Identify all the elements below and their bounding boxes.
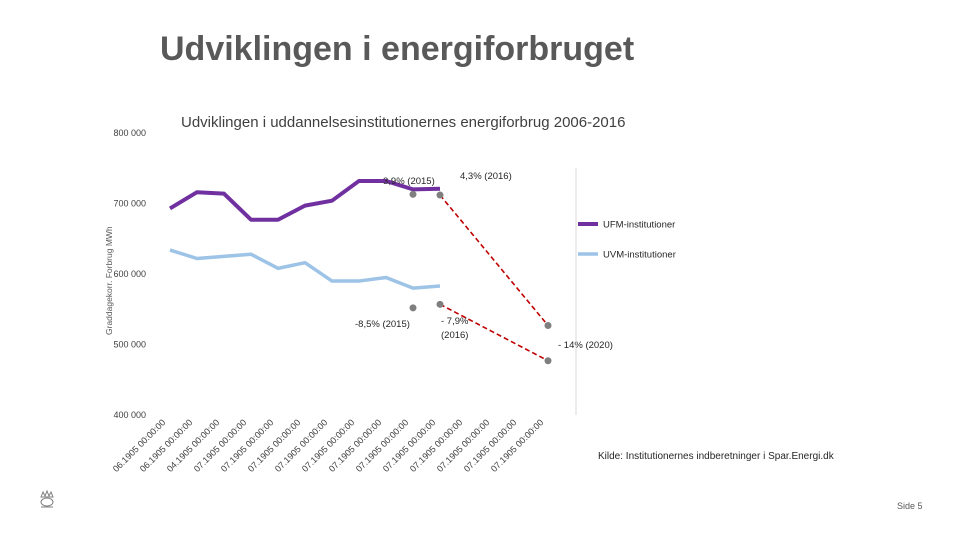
y-tick-label: 600 000 bbox=[113, 269, 146, 279]
annotation-ufm-2016: 4,3% (2016) bbox=[460, 171, 512, 182]
target-point bbox=[544, 321, 552, 329]
legend-label-uvm: UVM-institutioner bbox=[603, 250, 676, 261]
y-tick-label: 700 000 bbox=[113, 199, 146, 209]
crown-icon bbox=[40, 489, 54, 508]
page-number: Side 5 bbox=[897, 501, 923, 511]
chart-title: Udviklingen i uddannelsesinstitutionerne… bbox=[181, 114, 625, 131]
annotation-uvm-2016-year: (2016) bbox=[441, 330, 468, 341]
target-point bbox=[436, 191, 444, 199]
y-tick-label: 800 000 bbox=[113, 128, 146, 138]
y-axis-label: Graddagekorr. Forbrug MWh bbox=[104, 226, 114, 335]
series-line-uvm bbox=[169, 248, 441, 290]
x-tick-label: 07.1905 00:00:00 bbox=[489, 417, 546, 474]
target-point bbox=[436, 300, 444, 308]
annotation-uvm-2015: -8,5% (2015) bbox=[355, 319, 410, 330]
slide-title: Udviklingen i energiforbruget bbox=[160, 30, 635, 68]
annotation-2020-target: - 14% (2020) bbox=[558, 340, 613, 351]
y-tick-label: 400 000 bbox=[113, 410, 146, 420]
target-line-ufm bbox=[439, 194, 549, 326]
data-marker bbox=[409, 190, 417, 198]
annotation-uvm-2016-pct: - 7,9% bbox=[441, 316, 469, 327]
data-marker bbox=[409, 304, 417, 312]
target-point bbox=[544, 357, 552, 365]
legend-label-ufm: UFM-institutioner bbox=[603, 220, 675, 231]
annotation-ufm-2015: 3,9% (2015) bbox=[383, 176, 435, 187]
source-note: Kilde: Institutionernes indberetninger i… bbox=[598, 451, 835, 462]
y-tick-label: 500 000 bbox=[113, 340, 146, 350]
target-line-uvm bbox=[439, 303, 549, 362]
series-line-ufm bbox=[168, 178, 441, 222]
